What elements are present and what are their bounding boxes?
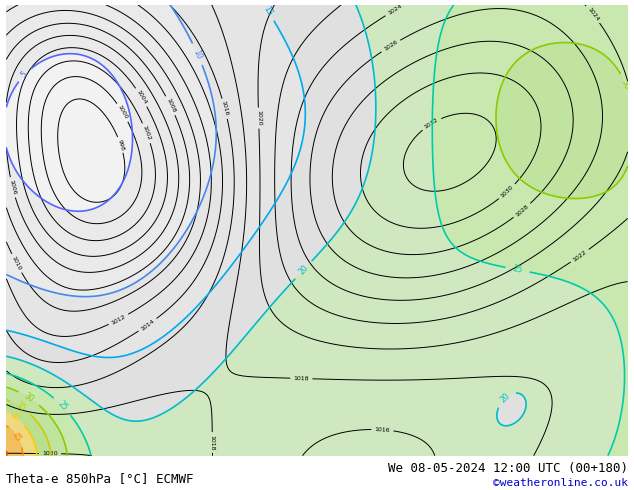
Text: 25: 25	[56, 400, 69, 413]
Text: 1016: 1016	[375, 427, 391, 433]
Text: 1006: 1006	[8, 179, 16, 196]
Text: 1004: 1004	[136, 89, 148, 105]
Text: 1008: 1008	[165, 98, 176, 114]
Text: We 08-05-2024 12:00 UTC (00+180): We 08-05-2024 12:00 UTC (00+180)	[387, 462, 628, 475]
Text: 1024: 1024	[586, 6, 600, 22]
Text: 20: 20	[498, 391, 512, 404]
Text: 1022: 1022	[572, 249, 588, 263]
Text: 25: 25	[512, 264, 523, 275]
Text: 1016: 1016	[221, 100, 229, 117]
Text: 1024: 1024	[387, 3, 403, 16]
Text: 1030: 1030	[500, 184, 515, 199]
Text: ©weatheronline.co.uk: ©weatheronline.co.uk	[493, 478, 628, 488]
Text: 40: 40	[8, 411, 22, 423]
Text: 1026: 1026	[383, 40, 399, 52]
Text: 1002: 1002	[141, 125, 152, 141]
Text: 1020: 1020	[42, 451, 58, 456]
Text: 30: 30	[619, 79, 631, 91]
Text: 35: 35	[15, 401, 27, 414]
Text: 1020: 1020	[256, 110, 261, 126]
Text: 20: 20	[297, 263, 310, 276]
Text: 5: 5	[20, 70, 30, 79]
Text: 1018: 1018	[210, 435, 215, 450]
Text: 10: 10	[191, 48, 204, 60]
Text: 30: 30	[23, 392, 36, 404]
Text: 1010: 1010	[11, 255, 22, 271]
Text: 1012: 1012	[110, 314, 127, 325]
Text: 1014: 1014	[140, 318, 155, 332]
Text: 1018: 1018	[294, 376, 309, 381]
Text: 45: 45	[10, 430, 23, 443]
Text: 15: 15	[261, 4, 274, 17]
Text: Theta-e 850hPa [°C] ECMWF: Theta-e 850hPa [°C] ECMWF	[6, 472, 194, 485]
Text: 1000: 1000	[117, 104, 129, 121]
Text: 1032: 1032	[424, 117, 439, 130]
Text: 998: 998	[117, 138, 125, 151]
Text: 1028: 1028	[515, 203, 529, 218]
